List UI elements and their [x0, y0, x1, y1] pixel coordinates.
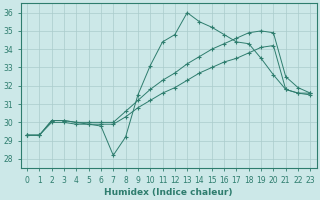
X-axis label: Humidex (Indice chaleur): Humidex (Indice chaleur) [104, 188, 233, 197]
